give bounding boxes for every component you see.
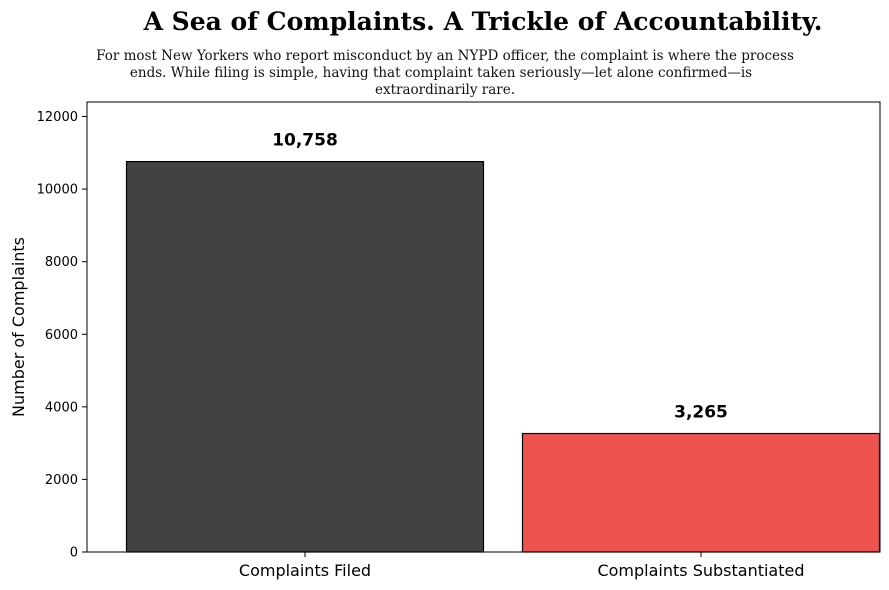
x-tick-label-1: Complaints Filed <box>239 561 371 580</box>
bar-1 <box>125 160 485 553</box>
chart-title: A Sea of Complaints. A Trickle of Accoun… <box>143 7 823 36</box>
y-tick-label-10000: 10000 <box>37 183 78 198</box>
y-tick-label-12000: 12000 <box>37 110 78 125</box>
data-label-2: 3,265 <box>674 403 728 423</box>
y-tick-label-4000: 4000 <box>45 400 78 415</box>
y-tick-label-2000: 2000 <box>45 473 78 488</box>
chart-subtitle-line-2: ends. While filing is simple, having tha… <box>130 65 752 81</box>
y-tick-label-0: 0 <box>70 546 78 561</box>
chart-subtitle-line-1: For most New Yorkers who report miscondu… <box>96 48 794 64</box>
chart-subtitle-line-3: extraordinarily rare. <box>375 82 515 98</box>
y-tick-label-8000: 8000 <box>45 255 78 270</box>
y-axis-label: Number of Complaints <box>9 237 28 417</box>
plot-area: 10,758 Complaints Filed 3,265 Complaints Su… <box>37 101 881 580</box>
data-label-1: 10,758 <box>272 131 338 151</box>
plot-frame <box>86 101 881 553</box>
bar-2 <box>521 432 881 553</box>
y-tick-label-6000: 6000 <box>45 328 78 343</box>
x-tick-label-2: Complaints Substantiated <box>597 561 804 580</box>
